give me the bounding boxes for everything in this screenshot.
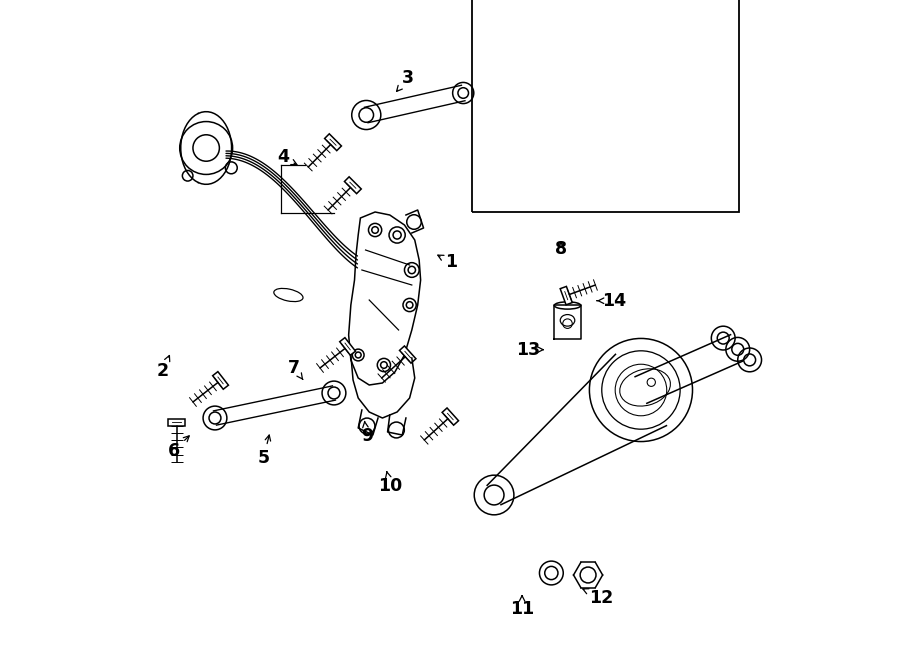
Text: 4: 4 bbox=[277, 148, 297, 167]
Polygon shape bbox=[400, 346, 416, 363]
Polygon shape bbox=[560, 286, 572, 305]
Bar bbox=[472, 0, 739, 212]
Text: 12: 12 bbox=[583, 588, 614, 607]
Text: 10: 10 bbox=[378, 472, 402, 496]
Text: 7: 7 bbox=[288, 358, 302, 379]
Polygon shape bbox=[345, 176, 361, 194]
Text: 13: 13 bbox=[516, 340, 544, 359]
Text: 9: 9 bbox=[361, 422, 373, 446]
Text: 8: 8 bbox=[555, 240, 567, 258]
Polygon shape bbox=[212, 371, 229, 389]
Text: 2: 2 bbox=[157, 356, 170, 381]
Polygon shape bbox=[339, 338, 356, 355]
Polygon shape bbox=[325, 134, 341, 151]
Polygon shape bbox=[442, 408, 458, 425]
Text: 1: 1 bbox=[437, 253, 457, 272]
Text: 6: 6 bbox=[167, 436, 189, 460]
Text: 5: 5 bbox=[257, 435, 271, 467]
Text: 11: 11 bbox=[510, 596, 535, 618]
Text: 3: 3 bbox=[397, 69, 414, 91]
Text: 14: 14 bbox=[597, 292, 626, 310]
Polygon shape bbox=[168, 419, 185, 426]
